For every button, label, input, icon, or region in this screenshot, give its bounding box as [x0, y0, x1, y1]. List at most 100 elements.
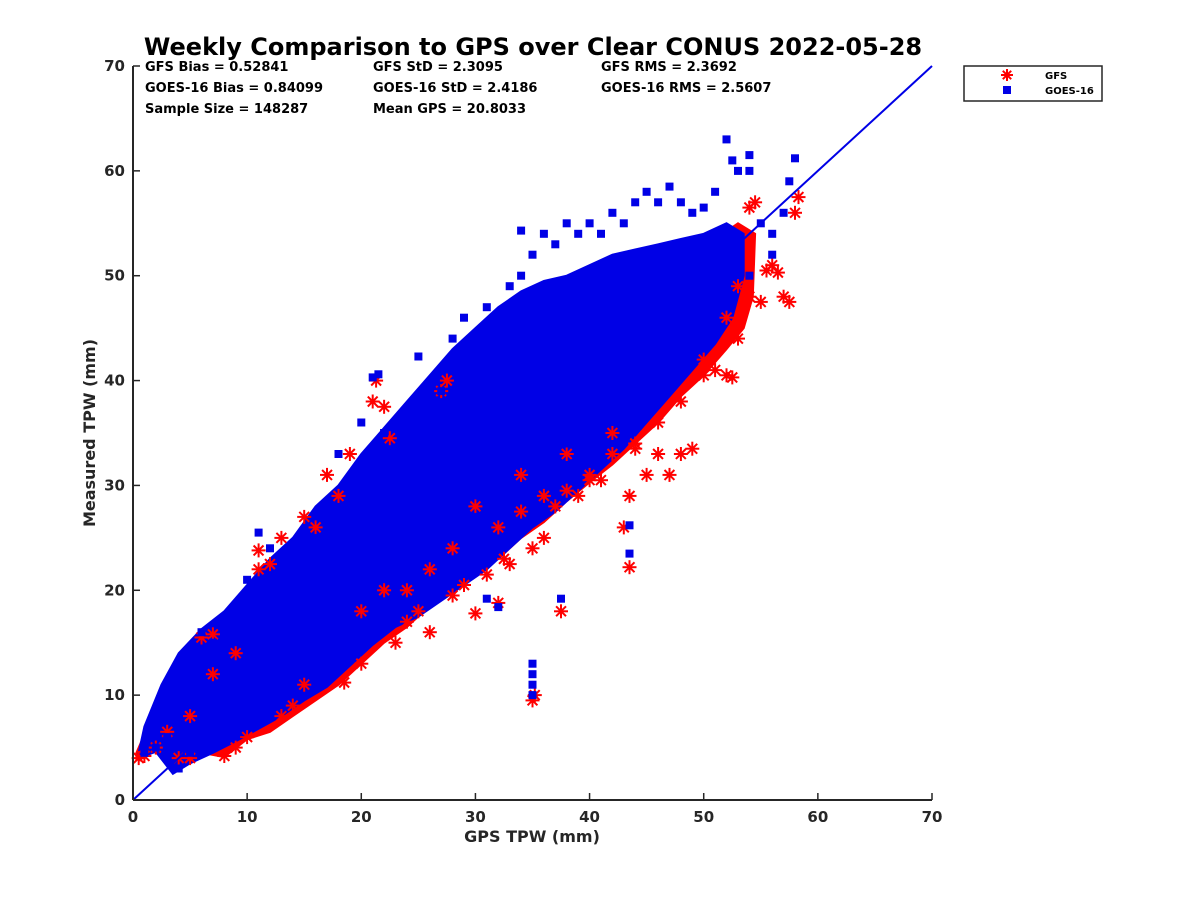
gfs-point	[651, 447, 666, 461]
goes16-point	[482, 303, 491, 312]
gfs-point	[354, 656, 369, 671]
goes16-point	[722, 135, 731, 144]
gfs-point	[263, 557, 277, 572]
gfs-point	[788, 205, 802, 220]
gfs-point	[285, 698, 300, 713]
gfs-point	[320, 467, 334, 482]
goes16-point	[505, 282, 514, 291]
goes16-point	[414, 352, 423, 361]
gfs-point	[536, 488, 551, 503]
gfs-point	[731, 279, 745, 294]
y-tick-label: 0	[115, 791, 125, 809]
gfs-point	[582, 473, 597, 488]
gfs-point	[399, 583, 414, 598]
gfs-point	[251, 543, 266, 558]
goes16-point	[654, 198, 663, 207]
goes16-point	[768, 229, 777, 238]
chart-title: Weekly Comparison to GPS over Clear CONU…	[144, 33, 922, 61]
gfs-point	[297, 509, 312, 524]
goes16-point	[539, 229, 548, 238]
x-tick-label: 10	[237, 808, 258, 826]
goes16-point	[482, 594, 491, 603]
goes16-point	[631, 198, 640, 207]
goes16-point	[625, 549, 634, 558]
gfs-point	[337, 675, 352, 690]
goes16-point	[562, 439, 571, 448]
gfs-point	[457, 578, 471, 592]
goes16-point	[785, 177, 794, 186]
goes16-point	[654, 355, 663, 364]
goes16-point	[391, 481, 400, 490]
gfs-point	[297, 677, 312, 692]
gfs-point	[765, 258, 780, 273]
gfs-point	[548, 499, 563, 514]
one-to-one-line	[132, 65, 933, 801]
stat-goes16-rms: GOES-16 RMS = 2.5607	[601, 81, 771, 96]
goes16-point	[425, 397, 434, 406]
goes16-point	[471, 334, 480, 343]
goes16-point	[151, 743, 160, 752]
gfs-point	[399, 614, 414, 629]
goes16-point	[163, 733, 172, 742]
goes16-point	[619, 219, 628, 228]
gfs-point	[445, 588, 460, 603]
goes16-point	[140, 748, 149, 757]
gfs-point	[525, 541, 540, 556]
gfs-point	[308, 520, 323, 535]
goes16-point	[448, 334, 457, 343]
x-tick-label: 0	[128, 808, 138, 826]
y-tick-label: 30	[104, 476, 125, 494]
goes16-point	[208, 638, 217, 647]
goes16-point	[311, 533, 320, 542]
legend-goes16-label: GOES-16	[1045, 86, 1094, 97]
goes16-point	[517, 271, 526, 280]
scatter-density-bands	[135, 222, 757, 776]
goes16-point	[174, 764, 183, 773]
legend-gfs-asterisk	[1001, 69, 1013, 81]
x-axis-label: GPS TPW (mm)	[464, 827, 600, 846]
goes16-point	[745, 151, 754, 160]
gfs-point	[479, 567, 494, 582]
y-ticks: 0 10 20 30 40 50 60 70	[104, 57, 140, 809]
goes16-point	[243, 575, 252, 584]
goes16-point	[745, 271, 754, 280]
gfs-point	[559, 447, 574, 461]
goes16-point	[557, 594, 565, 603]
legend-gfs-label: GFS	[1045, 71, 1067, 82]
goes16-point	[460, 313, 468, 322]
goes16-point	[597, 229, 605, 238]
gfs-point	[377, 399, 392, 414]
stat-goes16-std: GOES-16 StD = 2.4186	[373, 81, 537, 96]
gfs-point	[673, 447, 688, 461]
gfs-point	[217, 749, 232, 763]
goes16-point	[266, 544, 274, 553]
goes16-point	[186, 748, 195, 757]
goes16-point	[517, 523, 526, 532]
goes16-point	[585, 219, 594, 228]
gfs-point	[791, 190, 806, 205]
goes16-point	[528, 680, 537, 689]
goes16-point	[402, 439, 411, 448]
y-tick-label: 10	[104, 686, 125, 704]
gfs-point	[622, 560, 637, 575]
gfs-point	[708, 363, 723, 378]
stat-sample-size: Sample Size = 148287	[145, 102, 308, 117]
stat-gfs-rms: GFS RMS = 2.3692	[601, 60, 737, 75]
goes16-point	[608, 208, 617, 217]
gfs-point	[377, 583, 392, 598]
gfs-point	[228, 646, 243, 661]
x-ticks: 0 10 20 30 40 50 60 70	[128, 793, 943, 826]
gfs-point	[696, 368, 711, 383]
gfs-point	[274, 530, 289, 545]
x-tick-label: 70	[922, 808, 943, 826]
y-tick-label: 40	[104, 372, 125, 390]
gfs-point	[228, 740, 243, 755]
legend-goes16-marker	[1003, 86, 1011, 94]
x-tick-label: 50	[693, 808, 714, 826]
gfs-point	[422, 625, 437, 640]
gfs-point	[536, 530, 551, 545]
goes16-point	[539, 470, 548, 479]
x-tick-label: 20	[351, 808, 372, 826]
density-band-goes16	[137, 222, 745, 776]
goes16-point	[528, 691, 537, 700]
